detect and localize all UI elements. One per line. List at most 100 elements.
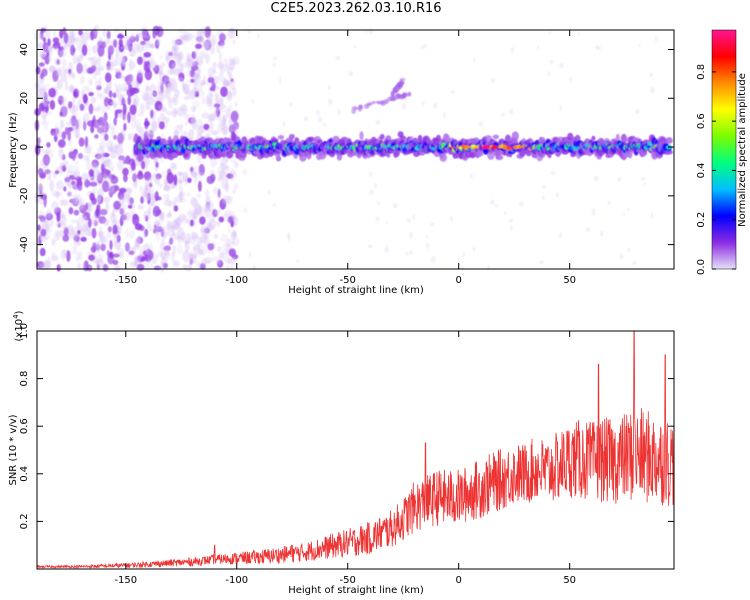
- noise-speckle: [89, 192, 95, 201]
- noise-speckle: [354, 45, 357, 49]
- noise-speckle: [172, 244, 176, 257]
- signal-blob: [332, 135, 340, 143]
- noise-speckle: [113, 39, 118, 48]
- noise-speckle: [200, 228, 208, 234]
- noise-speckle: [229, 168, 236, 181]
- noise-speckle: [142, 55, 147, 63]
- noise-speckle: [153, 265, 161, 271]
- noise-speckle: [106, 231, 112, 238]
- noise-speckle: [651, 212, 654, 220]
- noise-speckle: [169, 237, 174, 245]
- noise-speckle: [188, 128, 195, 140]
- noise-speckle: [222, 242, 229, 254]
- x-tick-label: -50: [340, 275, 356, 286]
- noise-speckle: [83, 215, 88, 224]
- noise-speckle: [323, 122, 327, 127]
- noise-speckle: [120, 82, 128, 88]
- noise-speckle: [317, 116, 323, 123]
- noise-speckle: [190, 78, 195, 83]
- noise-speckle: [632, 261, 638, 265]
- noise-speckle: [472, 246, 476, 252]
- noise-speckle: [80, 75, 85, 85]
- noise-speckle: [163, 245, 171, 252]
- noise-speckle: [128, 132, 132, 141]
- noise-speckle: [163, 193, 170, 200]
- noise-speckle: [66, 250, 71, 262]
- noise-speckle: [230, 110, 239, 123]
- noise-speckle: [116, 234, 121, 243]
- noise-speckle: [510, 47, 515, 53]
- noise-speckle: [156, 37, 161, 47]
- noise-speckle: [234, 101, 238, 107]
- streak-blob: [359, 105, 363, 109]
- noise-speckle: [287, 234, 291, 242]
- noise-speckle: [65, 174, 69, 180]
- noise-speckle: [51, 251, 56, 262]
- peak-blob: [491, 145, 498, 150]
- noise-speckle: [67, 229, 76, 239]
- noise-speckle: [141, 25, 148, 38]
- noise-speckle: [40, 200, 44, 206]
- snr-marks: [36, 330, 675, 570]
- noise-speckle: [41, 49, 46, 55]
- noise-speckle: [115, 109, 123, 114]
- noise-speckle: [74, 133, 80, 140]
- noise-speckle: [422, 43, 427, 49]
- signal-blob: [359, 131, 364, 141]
- noise-speckle: [627, 208, 630, 212]
- noise-speckle: [248, 251, 252, 259]
- noise-speckle: [242, 168, 247, 176]
- noise-speckle: [164, 249, 170, 261]
- noise-speckle: [196, 192, 201, 199]
- noise-speckle: [219, 251, 225, 259]
- noise-speckle: [430, 256, 436, 263]
- noise-speckle: [140, 40, 146, 46]
- noise-speckle: [80, 219, 84, 225]
- noise-speckle: [143, 210, 151, 220]
- noise-speckle: [139, 186, 144, 192]
- snr-x-label: Height of straight line (km): [288, 585, 424, 596]
- signal-blob: [506, 145, 512, 149]
- noise-speckle: [207, 67, 214, 77]
- noise-speckle: [172, 232, 180, 241]
- noise-speckle: [167, 200, 176, 207]
- signal-blob: [502, 146, 507, 150]
- y-tick-label: 20: [19, 92, 30, 105]
- signal-blob: [496, 151, 503, 156]
- signal-blob: [485, 135, 492, 141]
- figure-title: C2E5.2023.262.03.10.R16: [270, 1, 442, 16]
- noise-speckle: [163, 262, 168, 269]
- noise-speckle: [273, 56, 277, 60]
- noise-speckle: [70, 219, 77, 224]
- noise-speckle: [232, 86, 237, 97]
- noise-speckle: [568, 77, 573, 82]
- noise-speckle: [131, 94, 140, 106]
- noise-speckle: [72, 54, 79, 65]
- noise-speckle: [550, 171, 556, 175]
- noise-speckle: [392, 203, 398, 209]
- noise-speckle: [144, 69, 153, 81]
- noise-speckle: [182, 80, 185, 91]
- noise-speckle: [61, 249, 66, 260]
- noise-speckle: [190, 171, 197, 178]
- noise-speckle: [95, 208, 100, 217]
- x-tick-label: 0: [456, 275, 462, 286]
- noise-speckle: [84, 224, 91, 236]
- noise-speckle: [406, 218, 411, 223]
- noise-speckle: [129, 87, 137, 95]
- noise-speckle: [152, 29, 157, 39]
- noise-speckle: [42, 37, 46, 43]
- noise-speckle: [207, 243, 215, 251]
- colorbar-axis: 0.0 0.2 0.4 0.6 0.8: [696, 29, 737, 275]
- noise-speckle: [90, 125, 95, 134]
- noise-speckle: [210, 130, 219, 136]
- noise-speckle: [412, 214, 415, 221]
- peak-blob: [481, 145, 490, 150]
- noise-speckle: [432, 102, 438, 109]
- noise-speckle: [257, 34, 260, 39]
- noise-speckle: [503, 210, 507, 215]
- noise-speckle: [72, 169, 81, 179]
- signal-blob: [495, 154, 504, 161]
- noise-speckle: [67, 170, 73, 175]
